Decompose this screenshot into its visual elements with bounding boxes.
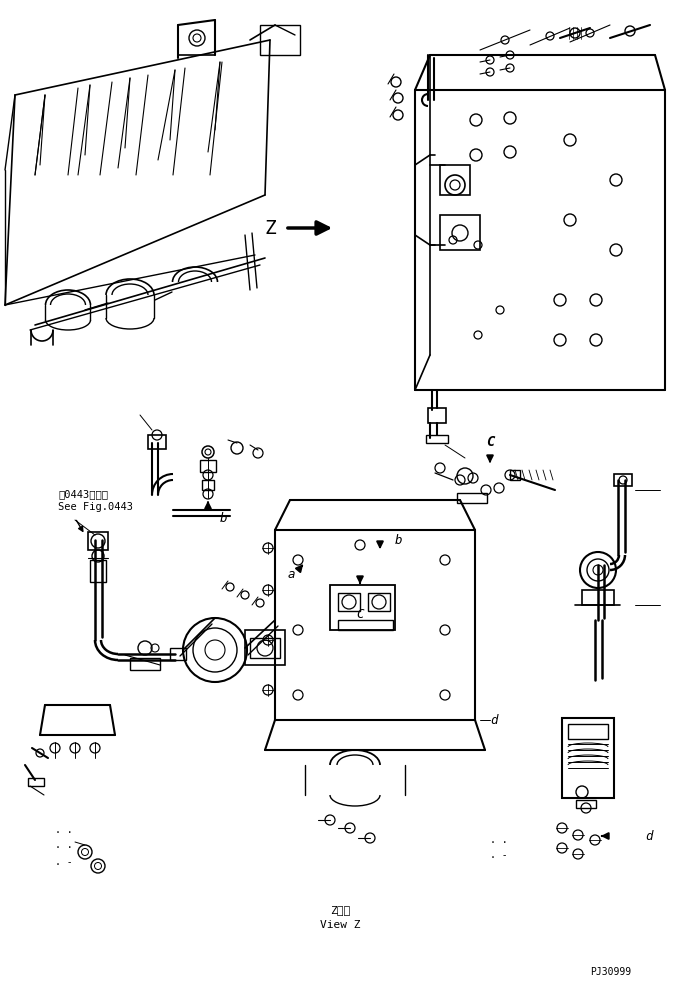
Text: View Z: View Z — [320, 920, 360, 930]
Bar — [148, 435, 166, 449]
Bar — [250, 638, 280, 658]
Text: . .: . . — [490, 835, 508, 845]
Text: . -: . - — [490, 850, 508, 860]
Bar — [368, 593, 390, 611]
Text: . -: . - — [55, 857, 73, 867]
Text: Z　視: Z 視 — [330, 905, 350, 915]
Bar — [576, 800, 596, 808]
Bar — [562, 718, 614, 798]
Text: b: b — [220, 512, 227, 525]
Text: d: d — [490, 714, 497, 727]
Bar — [88, 532, 108, 550]
Text: a: a — [288, 569, 295, 582]
Text: Z: Z — [264, 219, 276, 238]
Bar — [202, 480, 214, 490]
Text: PJ30999: PJ30999 — [590, 967, 631, 977]
Bar — [582, 590, 614, 605]
Bar — [245, 630, 285, 665]
Text: d: d — [645, 829, 653, 842]
Bar — [170, 648, 186, 660]
Bar — [440, 215, 480, 250]
Text: . .: . . — [55, 825, 73, 835]
Text: . .: . . — [55, 840, 73, 850]
Text: See Fig.0443: See Fig.0443 — [58, 502, 133, 512]
Bar — [338, 620, 393, 630]
Bar — [568, 724, 608, 739]
Text: C: C — [486, 435, 494, 449]
Bar — [614, 474, 632, 486]
Text: C: C — [356, 608, 364, 621]
Bar — [130, 658, 160, 670]
Bar — [440, 165, 470, 195]
Bar — [426, 435, 448, 443]
Bar — [330, 585, 395, 630]
Bar — [28, 778, 44, 786]
Bar — [457, 493, 487, 503]
Bar — [428, 408, 446, 423]
Bar — [90, 560, 106, 582]
Text: 第0443図参照: 第0443図参照 — [58, 489, 108, 499]
Bar — [200, 460, 216, 472]
Bar — [260, 25, 300, 55]
Bar — [338, 593, 360, 611]
Bar — [510, 470, 520, 480]
Text: b: b — [395, 533, 403, 546]
